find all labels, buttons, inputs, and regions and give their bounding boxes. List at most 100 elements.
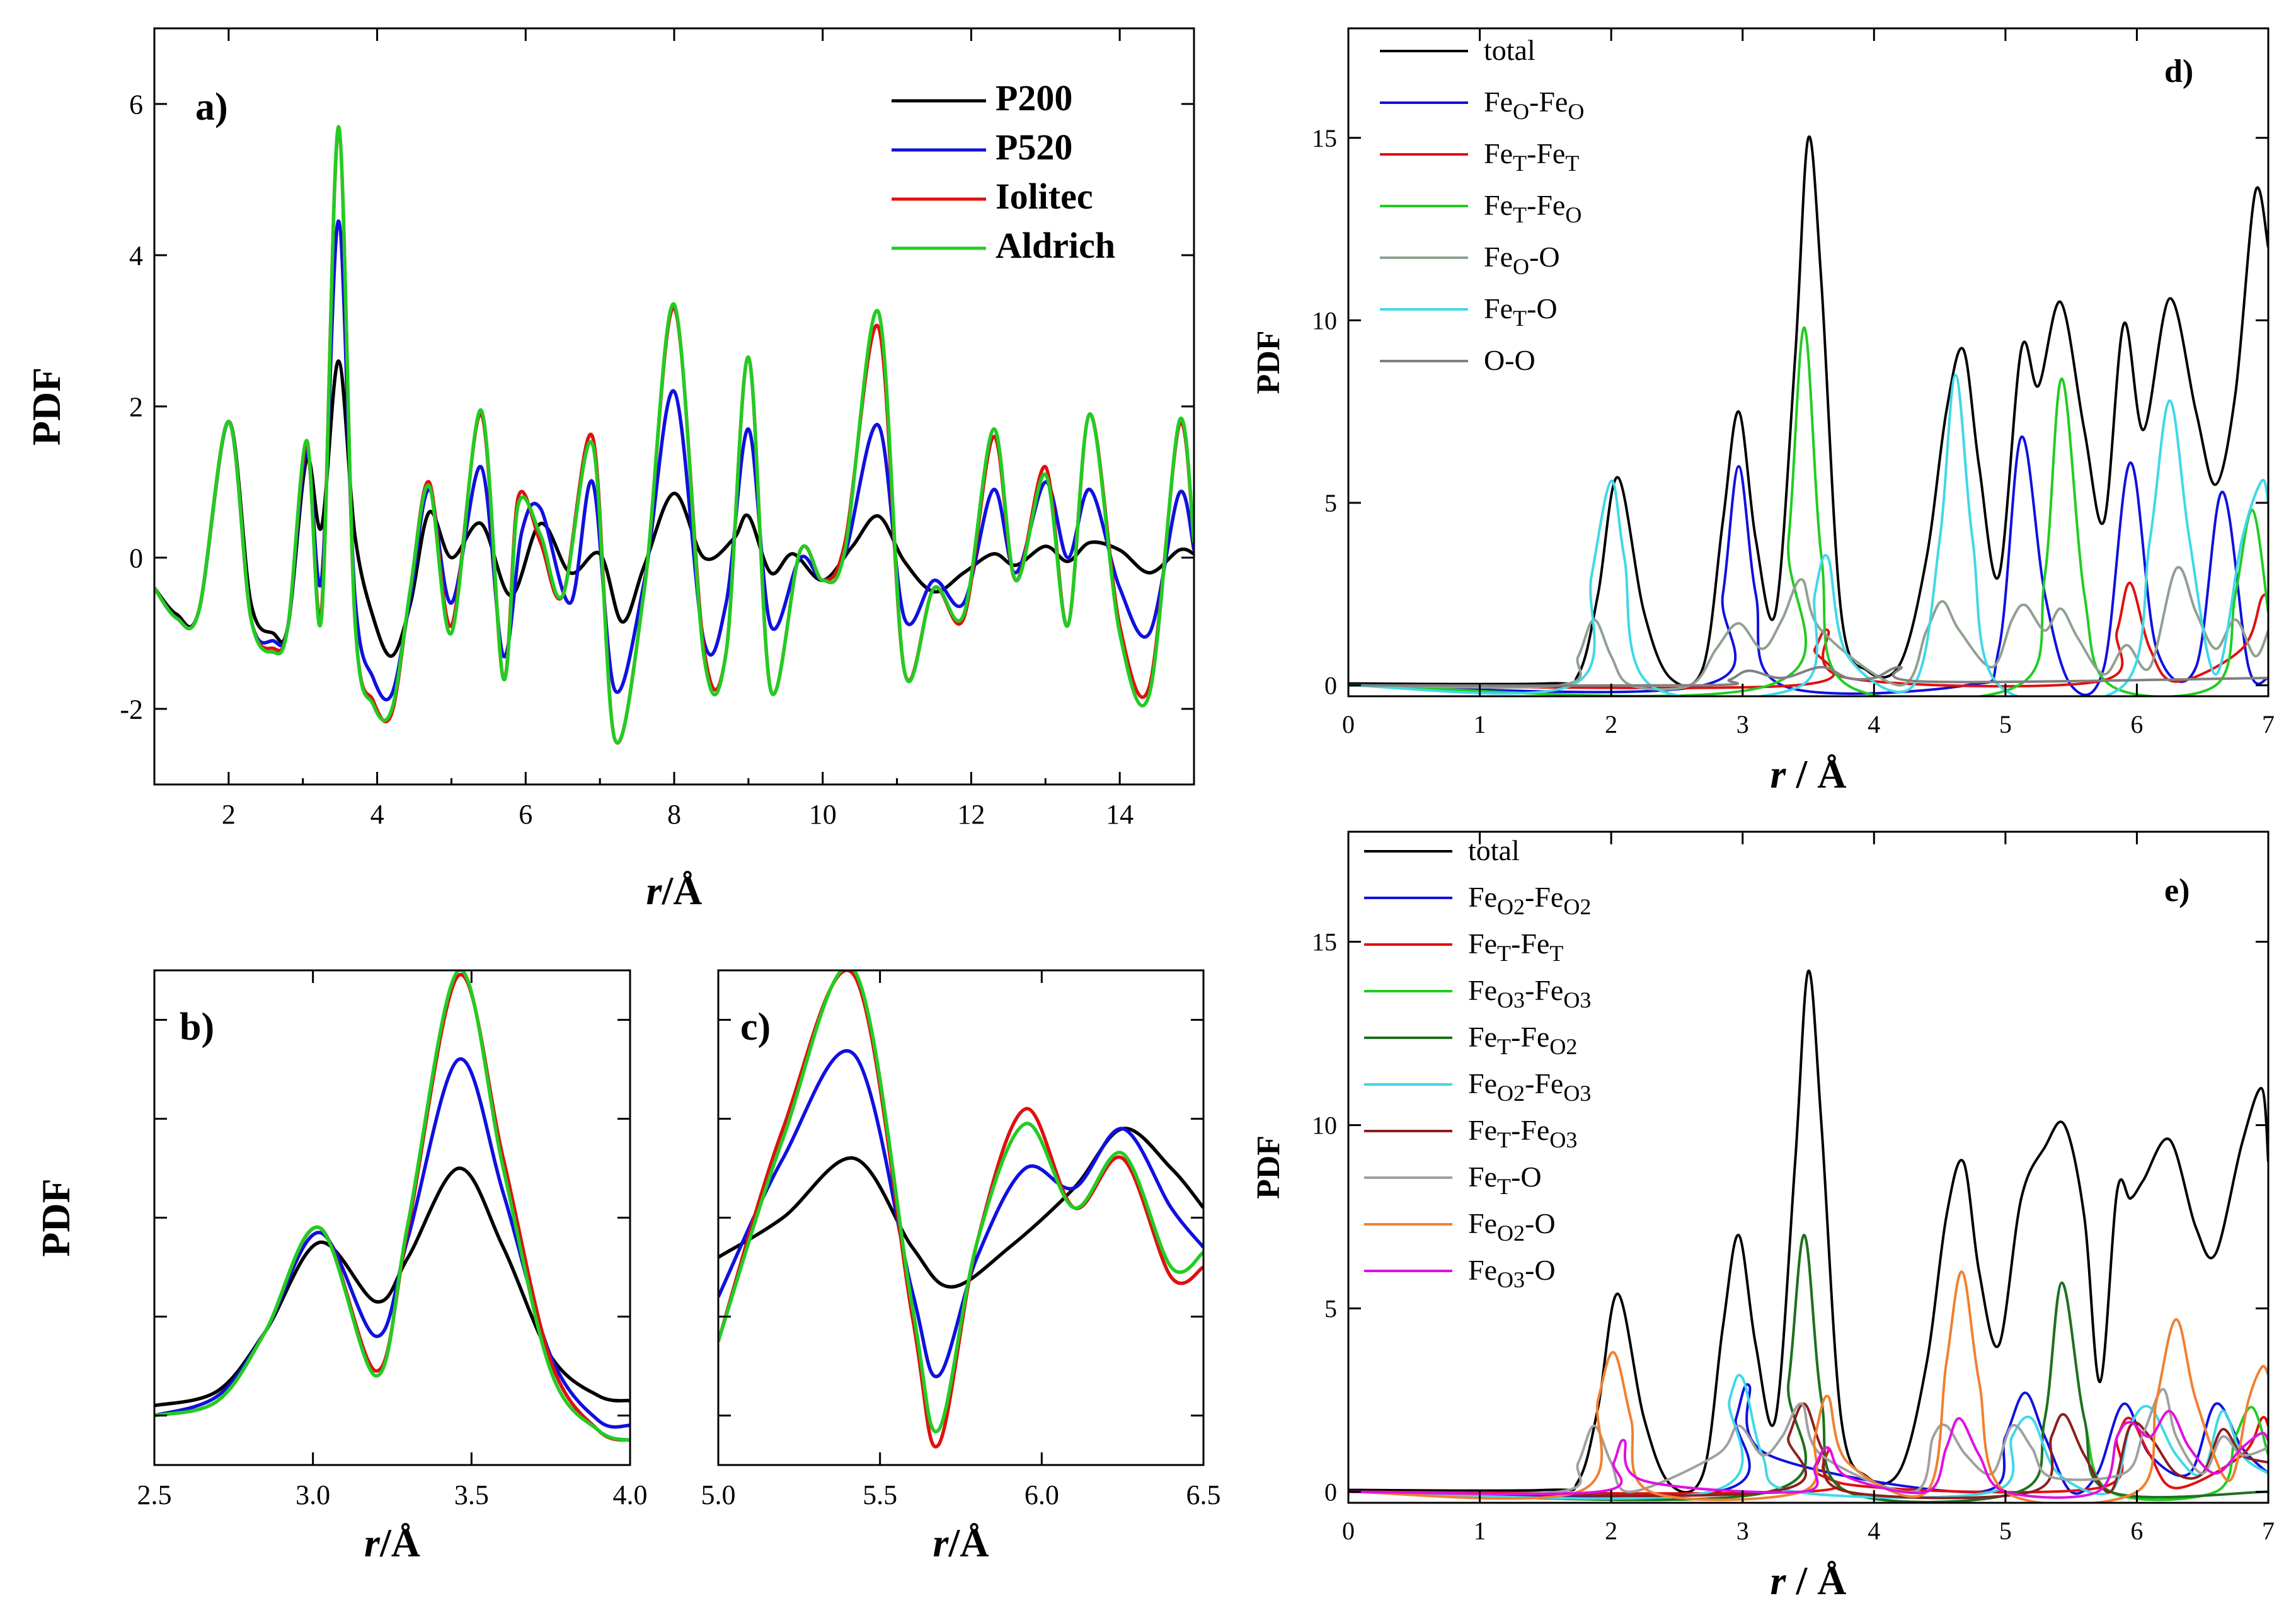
legend-sub: O3 [1497, 1267, 1525, 1292]
x-tick-label: 2 [1605, 710, 1617, 738]
x-tick-label: 1 [1474, 710, 1486, 738]
x-axis-label: r / Å [1771, 752, 1847, 796]
legend-sub: O [1513, 99, 1529, 124]
legend-label: O-O [1484, 344, 1535, 376]
series-line-a-3 [154, 125, 1194, 745]
panel-b: 2.5 3.0 3.5 4.0 b) r/Å PDF [33, 969, 648, 1565]
x-tick-label: 4 [1868, 1517, 1880, 1545]
y-axis-label: PDF [33, 1178, 78, 1256]
panel-label: a) [195, 86, 228, 129]
y-tick-label: 6 [129, 89, 143, 120]
x-axis-label-var: r [933, 1520, 950, 1565]
x-tick-label: 6.5 [1186, 1479, 1221, 1510]
legend-mid: -Fe [1527, 137, 1565, 169]
series-line-d-2 [1348, 582, 2268, 689]
legend-sub: T [1497, 1174, 1511, 1199]
y-tick-label: 15 [1312, 124, 1337, 152]
x-tick-label: 5 [1999, 710, 2012, 738]
series-group [718, 970, 1203, 1449]
x-tick-label: 0 [1342, 710, 1355, 738]
legend-base: Fe [1468, 1254, 1497, 1286]
panel-label: d) [2164, 54, 2193, 89]
legend-sub: O2 [1549, 1034, 1577, 1059]
legend-base: Fe [1484, 292, 1513, 325]
legend-mid: -Fe [1525, 1067, 1563, 1100]
panel-c: 5.0 5.5 6.0 6.5 c) r/Å [701, 969, 1221, 1565]
panel-a: 2 4 6 8 10 12 14 -2 0 2 4 6 a) r/Å PDF P200 P520 Iolitec A… [24, 27, 1195, 913]
x-axis-label-unit: / Å [1786, 752, 1846, 796]
series-line-b-3 [154, 970, 630, 1442]
series-line-a-0 [154, 359, 1194, 658]
x-tick-label: 12 [957, 799, 985, 830]
series-group [1348, 135, 2268, 696]
legend-mid: -O [1525, 1254, 1556, 1286]
x-axis-label-var: r [1771, 752, 1787, 796]
y-tick-label: 2 [129, 391, 143, 422]
series-line-d-1 [1348, 435, 2268, 696]
x-tick-label: 7 [2262, 1517, 2275, 1545]
series-line-e-9 [1348, 1410, 2268, 1499]
series-line-c-0 [718, 1127, 1203, 1289]
legend-label: FeO2-FeO2 [1468, 881, 1591, 919]
legend-label: FeO2-O [1468, 1207, 1556, 1246]
series-line-b-1 [154, 1057, 630, 1429]
legend-base: Fe [1484, 189, 1513, 221]
legend-mid: -Fe [1529, 86, 1568, 118]
x-tick-label: 4 [1868, 710, 1880, 738]
legend-label: FeT-FeO2 [1468, 1021, 1577, 1059]
legend-base: Fe [1484, 86, 1513, 118]
legend-base: Fe [1484, 137, 1513, 169]
x-axis-label-unit: /Å [948, 1520, 989, 1565]
x-tick-label: 7 [2262, 710, 2275, 738]
y-tick-label: 5 [1324, 489, 1337, 517]
legend-sub: T [1497, 1034, 1511, 1059]
y-axis-label: PDF [24, 367, 69, 445]
y-tick-label: 15 [1312, 928, 1337, 956]
legend-mid: -Fe [1525, 881, 1563, 913]
legend-base: Fe [1468, 1067, 1497, 1100]
legend-sub: O3 [1563, 1081, 1591, 1106]
x-tick-label: 0 [1342, 1517, 1355, 1545]
y-tick-label: 0 [1324, 1478, 1337, 1507]
legend-label: total [1484, 34, 1535, 66]
legend-mid: -O [1527, 292, 1558, 325]
legend-label: FeT-FeO [1484, 189, 1581, 227]
series-line-e-6 [1348, 1402, 2268, 1500]
y-tick-label: 5 [1324, 1295, 1337, 1323]
plot-frame [1347, 27, 2270, 698]
x-axis-label: r/Å [933, 1520, 989, 1565]
series-line-d-5 [1348, 374, 2268, 696]
legend-label: FeT-FeT [1484, 137, 1579, 176]
legend-base: Fe [1468, 1021, 1497, 1053]
plot-frame [717, 969, 1205, 1466]
y-tick-label: 0 [129, 543, 143, 573]
x-tick-label: 2.5 [137, 1479, 172, 1510]
x-tick-label: 2 [222, 799, 236, 830]
x-axis-label-var: r [364, 1520, 381, 1565]
series-group [154, 125, 1194, 745]
legend-sub: O2 [1497, 894, 1525, 919]
legend-sub: O [1513, 254, 1529, 279]
legend-sub: O2 [1497, 1081, 1525, 1106]
x-tick-label: 5.5 [863, 1479, 897, 1510]
x-axis-label-unit: /Å [379, 1520, 420, 1565]
legend-mid: -O [1525, 1207, 1556, 1239]
series-line-a-2 [154, 129, 1194, 745]
x-axis-label-var: r [646, 868, 663, 913]
series-line-d-6 [1348, 665, 2268, 687]
legend-label: FeT-O [1468, 1161, 1542, 1199]
legend-sub: T [1513, 202, 1527, 227]
legend-mid: -O [1529, 241, 1560, 273]
legend-sub: O3 [1549, 1127, 1577, 1152]
series-line-d-3 [1348, 326, 2268, 696]
x-tick-label: 14 [1106, 799, 1134, 830]
x-tick-label: 8 [667, 799, 681, 830]
legend-sub: T [1497, 1127, 1511, 1152]
legend-label: FeT-FeO3 [1468, 1114, 1577, 1152]
legend-mid: -O [1511, 1161, 1542, 1193]
legend-sub: O2 [1563, 894, 1591, 919]
legend-sub: T [1565, 151, 1579, 176]
series-group [154, 970, 630, 1442]
